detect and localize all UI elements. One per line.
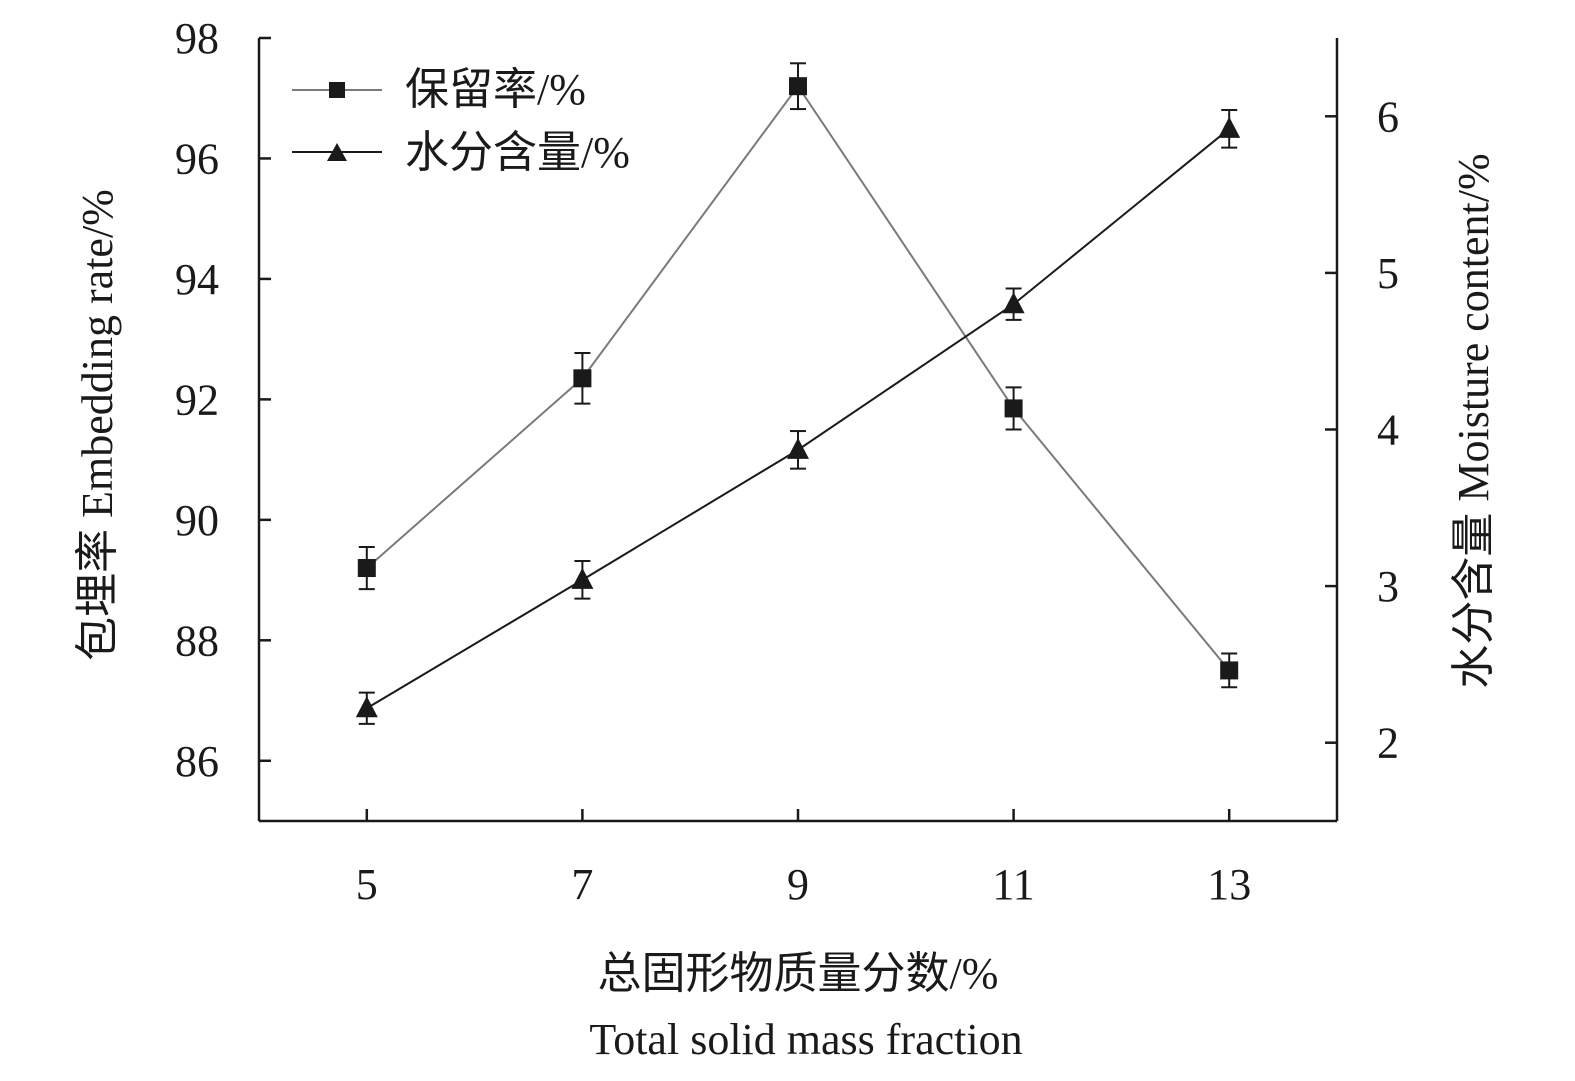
x-tick-label-0: 5 (356, 860, 378, 909)
point-square-0-4 (1220, 661, 1239, 680)
y-right-tick-label-3: 5 (1377, 249, 1399, 298)
point-triangle-1-4 (1218, 116, 1241, 138)
y-left-tick-label-4: 94 (175, 255, 219, 304)
y-right-tick-label-1: 3 (1377, 562, 1399, 611)
point-square-0-2 (789, 77, 807, 96)
x-tick-label-4: 13 (1207, 860, 1251, 909)
point-square-0-1 (573, 369, 592, 388)
legend-item-moisture: 水分含量/% (292, 128, 630, 177)
y-left-tick-label-0: 86 (175, 737, 219, 786)
point-triangle-1-2 (787, 437, 809, 459)
legend-label-moisture: 水分含量/% (405, 128, 630, 177)
y-right-tick-label-0: 2 (1377, 719, 1399, 768)
x-tick-label-3: 11 (992, 860, 1034, 909)
series-1 (355, 109, 1241, 725)
x-tick-label-1: 7 (571, 860, 593, 909)
y-left-tick-label-6: 98 (175, 14, 219, 63)
y-left-tick-label-1: 88 (175, 616, 219, 665)
y-axis-right-label: 水分含量 Moisture content/% (1449, 153, 1498, 688)
point-triangle-1-3 (1002, 292, 1025, 314)
y-left-tick-label-5: 96 (175, 134, 219, 183)
y-left-tick-label-2: 90 (175, 496, 219, 545)
point-square-0-3 (1004, 399, 1023, 418)
x-axis-label: 总固形物质量分数/% (598, 949, 999, 998)
y-right-tick-label-2: 4 (1377, 406, 1399, 455)
x-axis-label-en: Total solid mass fraction (589, 1015, 1022, 1064)
point-square-0-0 (357, 559, 376, 578)
point-triangle-1-0 (355, 696, 378, 718)
series-line-1 (366, 128, 1230, 710)
point-triangle-1-1 (571, 567, 594, 589)
y-axis-left-label: 包埋率 Embedding rate/% (73, 189, 122, 661)
legend-marker-triangle (327, 143, 347, 161)
legend-label-retention: 保留率/% (405, 65, 586, 114)
y-left-tick-label-3: 92 (175, 375, 219, 424)
series-layer (355, 62, 1241, 725)
axes: 5 7 9 11 13 86 88 90 92 94 96 98 2 3 4 5 6 (175, 14, 1399, 909)
y-right-tick-label-4: 6 (1377, 92, 1399, 141)
x-tick-label-2: 9 (787, 860, 809, 909)
legend: 保留率/% 水分含量/% (292, 65, 630, 177)
series-0 (357, 62, 1239, 689)
legend-marker-square (329, 82, 345, 98)
legend-item-retention: 保留率/% (292, 65, 586, 114)
